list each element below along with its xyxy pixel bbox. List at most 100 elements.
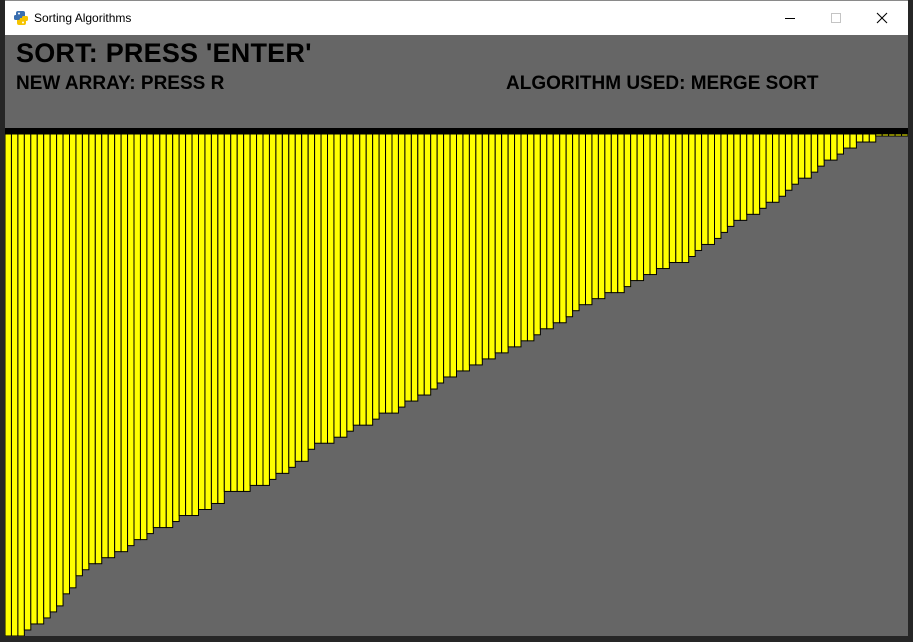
array-bar: [818, 134, 824, 166]
array-bar: [592, 134, 598, 299]
array-bar: [5, 134, 11, 636]
array-bar: [70, 134, 76, 588]
python-snake-icon: [13, 10, 29, 26]
array-bar: [282, 134, 288, 473]
array-bar: [856, 134, 862, 142]
array-bar: [469, 134, 475, 365]
array-bar: [760, 134, 766, 208]
array-bar: [792, 134, 798, 184]
minimize-button[interactable]: [767, 1, 813, 35]
array-bar: [598, 134, 604, 299]
array-bar: [289, 134, 295, 467]
array-bar: [844, 134, 850, 148]
array-bar: [37, 134, 43, 624]
array-visualization: [5, 134, 908, 636]
array-bar: [573, 134, 579, 311]
array-bar: [798, 134, 804, 178]
array-bar: [147, 134, 153, 534]
array-bar: [611, 134, 617, 293]
array-bar: [850, 134, 856, 148]
array-bar: [44, 134, 50, 618]
array-bar: [121, 134, 127, 552]
array-bar: [824, 134, 830, 160]
array-bar: [586, 134, 592, 305]
array-bar: [424, 134, 430, 395]
array-bar: [224, 134, 230, 491]
array-bar: [160, 134, 166, 528]
array-bar: [57, 134, 63, 606]
array-bar: [740, 134, 746, 220]
array-bar: [302, 134, 308, 461]
array-bar: [115, 134, 121, 552]
array-bar: [373, 134, 379, 419]
array-bar: [785, 134, 791, 190]
array-bar: [31, 134, 37, 624]
array-bar: [489, 134, 495, 359]
array-bar: [218, 134, 224, 503]
array-bar: [669, 134, 675, 263]
array-bar: [753, 134, 759, 214]
array-bar: [689, 134, 695, 256]
array-bar: [889, 134, 895, 136]
array-bar: [695, 134, 701, 250]
array-bar: [902, 134, 908, 136]
array-bar: [411, 134, 417, 401]
array-bar: [476, 134, 482, 365]
array-bar: [895, 134, 901, 136]
array-bar: [95, 134, 101, 564]
array-bar: [386, 134, 392, 413]
array-bar: [450, 134, 456, 377]
array-bar: [437, 134, 443, 383]
array-bar: [418, 134, 424, 395]
algorithm-label: ALGORITHM USED: MERGE SORT: [506, 73, 818, 95]
title-bar[interactable]: Sorting Algorithms: [0, 0, 913, 35]
array-bar: [637, 134, 643, 281]
array-bar: [515, 134, 521, 347]
array-bar: [308, 134, 314, 449]
array-bar: [682, 134, 688, 263]
array-bar: [360, 134, 366, 425]
array-bar: [315, 134, 321, 443]
array-bar: [482, 134, 488, 359]
array-bar: [444, 134, 450, 377]
array-bar: [521, 134, 527, 341]
minimize-icon: [784, 12, 796, 24]
array-bar: [140, 134, 146, 540]
array-bar: [257, 134, 263, 485]
array-bar: [656, 134, 662, 269]
array-bar: [76, 134, 82, 576]
array-bar: [205, 134, 211, 510]
array-bar: [495, 134, 501, 353]
array-bar: [831, 134, 837, 160]
array-bar: [128, 134, 134, 546]
array-bar: [676, 134, 682, 263]
maximize-button[interactable]: [813, 1, 859, 35]
close-button[interactable]: [859, 1, 905, 35]
array-bar: [353, 134, 359, 425]
array-bar: [553, 134, 559, 323]
array-bar: [166, 134, 172, 528]
array-bar: [766, 134, 772, 202]
array-bar: [663, 134, 669, 269]
array-bar: [605, 134, 611, 293]
array-bar: [250, 134, 256, 485]
array-bar: [179, 134, 185, 516]
array-bar: [405, 134, 411, 401]
array-bar: [773, 134, 779, 202]
array-bar: [347, 134, 353, 431]
array-bar: [328, 134, 334, 443]
array-bar: [624, 134, 630, 287]
array-bar: [63, 134, 69, 594]
array-bar: [463, 134, 469, 371]
array-bar: [108, 134, 114, 558]
array-bar: [379, 134, 385, 413]
array-bar: [192, 134, 198, 516]
array-bar: [644, 134, 650, 275]
array-bar: [708, 134, 714, 244]
array-bar: [631, 134, 637, 281]
array-bar: [734, 134, 740, 220]
maximize-icon: [830, 12, 842, 24]
array-bar: [837, 134, 843, 154]
array-bar: [502, 134, 508, 353]
array-bar: [237, 134, 243, 491]
